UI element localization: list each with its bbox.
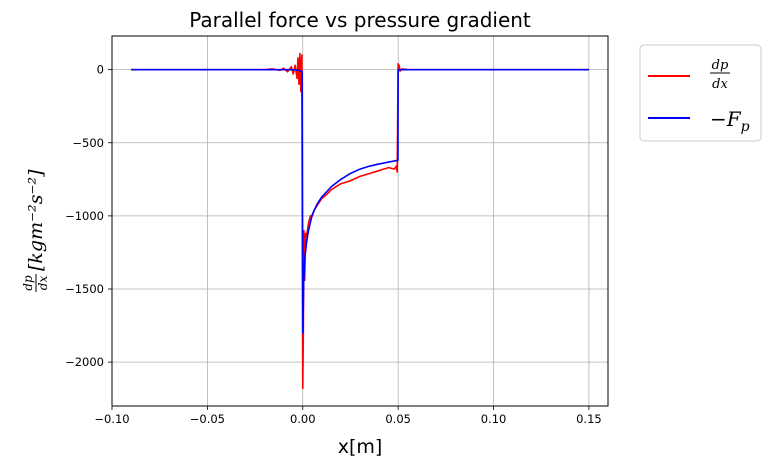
legend-label-fp-sub: p <box>741 119 750 135</box>
plot-frame <box>111 35 609 407</box>
x-tick-label: 0.00 <box>290 412 316 426</box>
series-line-dpdx <box>131 52 589 390</box>
legend: dp dx −Fp <box>639 44 762 142</box>
plot-lines <box>131 52 589 390</box>
x-tick-label: 0.10 <box>481 412 507 426</box>
y-tick-label: −1000 <box>65 209 104 223</box>
y-axis-label: dp dx [kgm⁻²s⁻²] <box>21 169 50 292</box>
y-tick-label: −500 <box>72 136 104 150</box>
legend-label-dpdx-denominator: dx <box>712 77 728 92</box>
x-tick-label: 0.15 <box>576 412 602 426</box>
y-axis-label-denominator: dx <box>36 276 50 291</box>
x-tick-label: −0.10 <box>94 412 129 426</box>
legend-label-fp: −Fp <box>710 107 750 135</box>
y-ticks: 0 −500 −1000 −1500 −2000 <box>65 63 112 369</box>
y-tick-label: 0 <box>97 63 104 77</box>
grid <box>111 36 608 406</box>
y-tick-label: −1500 <box>65 282 104 296</box>
chart-title: Parallel force vs pressure gradient <box>189 8 531 32</box>
x-axis-label: x[m] <box>338 436 383 458</box>
x-tick-label: 0.05 <box>385 412 411 426</box>
x-tick-label: −0.05 <box>190 412 225 426</box>
legend-label-fp-main: −F <box>710 107 742 131</box>
y-axis-label-units: [kgm⁻²s⁻²] <box>25 169 47 271</box>
legend-label-dpdx-numerator: dp <box>712 58 729 73</box>
series-line-fp <box>131 68 589 334</box>
x-ticks: −0.10 −0.05 0.00 0.05 0.10 0.15 <box>94 406 602 426</box>
y-tick-label: −2000 <box>65 355 104 369</box>
y-axis-label-numerator: dp <box>21 275 35 291</box>
